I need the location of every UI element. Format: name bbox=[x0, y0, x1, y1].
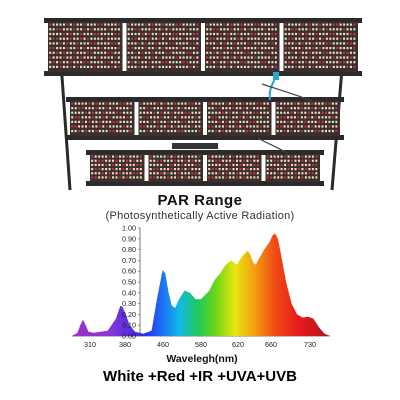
panel-crossbar bbox=[66, 135, 344, 140]
led-bar bbox=[148, 154, 203, 182]
y-tick-label: 0.20 bbox=[122, 310, 136, 319]
x-tick-label: 620 bbox=[232, 340, 244, 349]
chart-subtitle: (Photosynthetically Active Radiation) bbox=[105, 210, 295, 222]
spectrum-area bbox=[72, 233, 330, 336]
led-bar bbox=[265, 154, 320, 182]
panel-crossbar bbox=[44, 18, 362, 23]
panel-crossbar bbox=[44, 71, 362, 76]
spectrum-caption: White +Red +IR +UVA+UVB bbox=[103, 368, 297, 385]
driver-box bbox=[172, 143, 218, 149]
y-tick-label: 0.10 bbox=[122, 321, 136, 330]
led-bar bbox=[275, 101, 340, 136]
daisy-chain-cable bbox=[257, 137, 289, 155]
y-tick-label: 0.30 bbox=[122, 299, 136, 308]
y-tick-label: 1.00 bbox=[122, 224, 136, 233]
y-tick-label: 0.50 bbox=[122, 278, 136, 287]
led-bar bbox=[70, 101, 135, 136]
y-tick-label: 0.90 bbox=[122, 234, 136, 243]
panel-crossbar bbox=[66, 97, 344, 102]
led-bar bbox=[207, 101, 272, 136]
panel-crossbar bbox=[86, 150, 324, 155]
y-tick-label: 0.70 bbox=[122, 256, 136, 265]
x-tick-label: 380 bbox=[119, 340, 131, 349]
panel-crossbar bbox=[86, 181, 324, 186]
x-tick-labels: 310 380 460 580 620 660 730 bbox=[84, 340, 316, 349]
y-tick-label: 0.00 bbox=[122, 332, 136, 341]
light-panel bbox=[44, 18, 362, 76]
y-tick-label: 0.40 bbox=[122, 288, 136, 297]
light-panel bbox=[86, 150, 324, 186]
x-tick-label: 310 bbox=[84, 340, 96, 349]
x-tick-label: 580 bbox=[195, 340, 207, 349]
cable-connector bbox=[273, 72, 279, 80]
x-tick-label: 660 bbox=[265, 340, 277, 349]
led-grow-light-image bbox=[44, 18, 362, 191]
led-bar bbox=[138, 101, 203, 136]
y-tick-label: 0.80 bbox=[122, 245, 136, 254]
led-bar bbox=[90, 154, 145, 182]
x-tick-label: 730 bbox=[304, 340, 316, 349]
led-bar bbox=[207, 154, 262, 182]
y-tick-labels: 1.000.90 0.80 0.70 0.60 0.500.40 0.30 0.20 0.10… bbox=[122, 224, 140, 341]
led-bar bbox=[205, 22, 280, 72]
led-bar bbox=[48, 22, 123, 72]
light-panel bbox=[66, 97, 344, 140]
led-bar bbox=[283, 22, 358, 72]
chart-title: PAR Range bbox=[157, 192, 243, 209]
y-tick-label: 0.60 bbox=[122, 267, 136, 276]
daisy-chain-cable bbox=[261, 83, 313, 102]
x-tick-label: 460 bbox=[157, 340, 169, 349]
par-spectrum-chart: 1.000.90 0.80 0.70 0.60 0.500.40 0.30 0.20 0.10… bbox=[72, 224, 330, 365]
led-bar bbox=[126, 22, 201, 72]
x-axis-label: Wavelegh(nm) bbox=[166, 353, 237, 365]
